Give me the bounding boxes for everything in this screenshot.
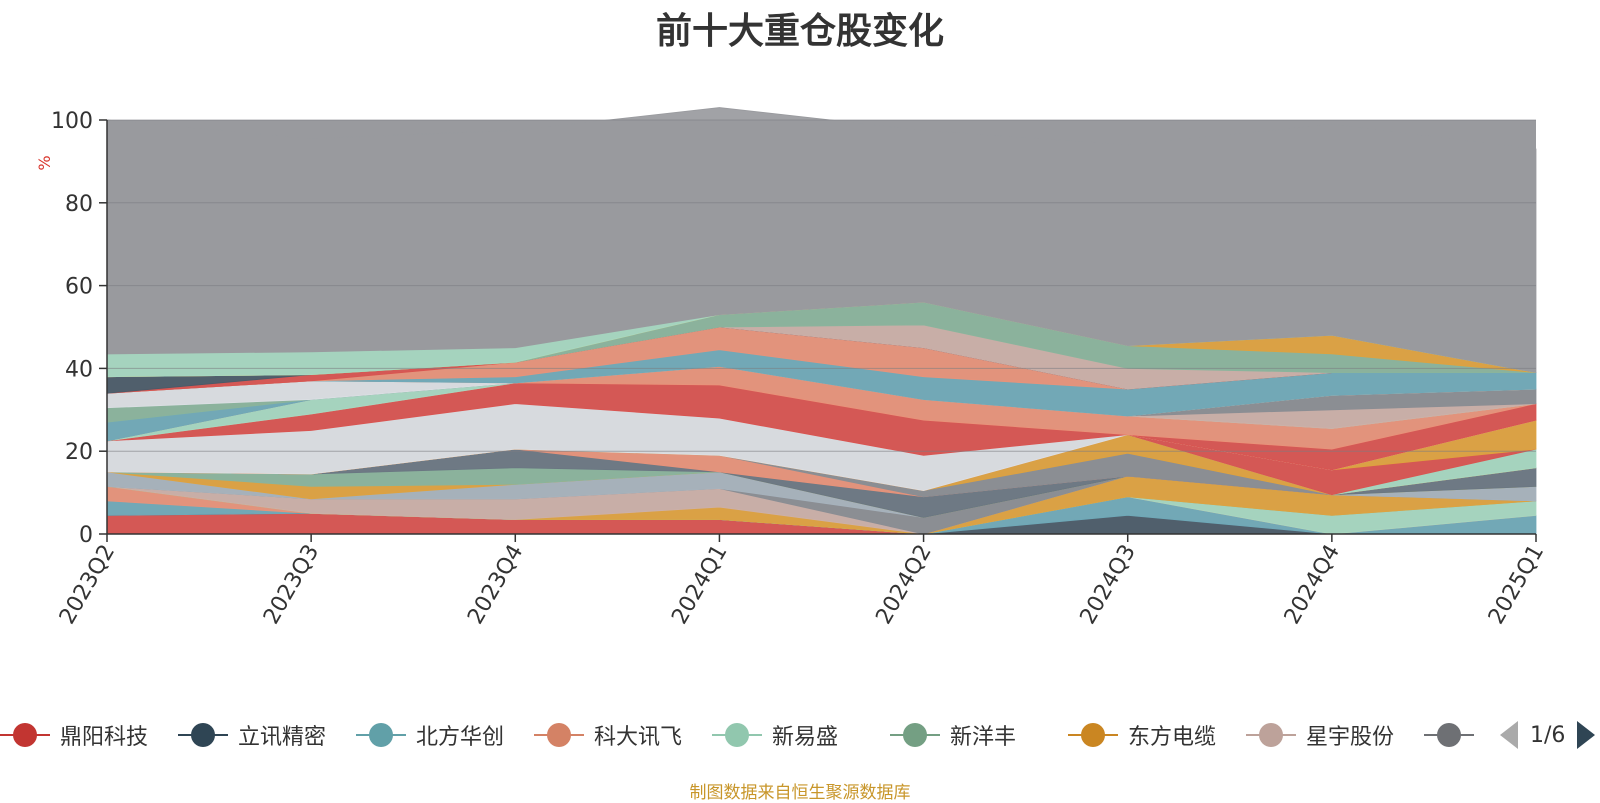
legend-dot-icon (903, 723, 927, 747)
legend-prev-page-icon[interactable] (1500, 721, 1518, 749)
legend-label: 新洋丰 (950, 725, 1017, 750)
legend-marker-icon (178, 723, 228, 747)
legend-label: 星宇股份 (1306, 725, 1395, 750)
legend-item-4[interactable]: 新易盛 (712, 715, 838, 755)
legend-item-3[interactable]: 科大讯飞 (534, 715, 682, 755)
legend-item-1[interactable]: 立讯精密 (178, 715, 326, 755)
legend-label: 东方电缆 (1128, 725, 1217, 750)
y-tick-label-0: 0 (79, 523, 93, 548)
legend-label: 北方华创 (416, 725, 505, 750)
legend-dot-icon (13, 723, 37, 747)
legend-item-0[interactable]: 鼎阳科技 (0, 715, 148, 755)
legend-pager: 1/6 (1500, 715, 1596, 755)
legend-dot-icon (1259, 723, 1283, 747)
chart-title: 前十大重仓股变化 (655, 11, 944, 52)
y-tick-label-4: 80 (65, 192, 93, 217)
legend-item-6[interactable]: 东方电缆 (1068, 715, 1216, 755)
x-tick-label-5: 2024Q3 (1076, 541, 1141, 629)
legend-item-8[interactable]: 华海清科 (1424, 715, 1478, 755)
legend-item-7[interactable]: 星宇股份 (1246, 715, 1394, 755)
legend-item-2[interactable]: 北方华创 (356, 715, 504, 755)
x-tick-label-6: 2024Q4 (1280, 541, 1345, 629)
x-tick-label-0: 2023Q2 (55, 541, 120, 629)
legend-marker-icon (1246, 723, 1296, 747)
x-tick-label-4: 2024Q2 (871, 541, 936, 629)
x-tick-label-7: 2025Q1 (1484, 541, 1549, 629)
legend-page-indicator: 1/6 (1530, 722, 1566, 748)
legend-dot-icon (547, 723, 571, 747)
legend-label: 新易盛 (772, 725, 839, 750)
legend-dot-icon (1081, 723, 1105, 747)
legend-marker-icon (890, 723, 940, 747)
legend-next-page-icon[interactable] (1577, 721, 1596, 749)
x-tick-label-2: 2023Q4 (463, 541, 528, 629)
x-tick-label-1: 2023Q3 (259, 541, 324, 629)
y-tick-label-5: 100 (51, 109, 93, 134)
legend-dot-icon (191, 723, 215, 747)
y-tick-label-3: 60 (65, 275, 93, 300)
source-note: 制图数据来自恒生聚源数据库 (689, 783, 911, 803)
legend-marker-icon (712, 723, 762, 747)
legend: 鼎阳科技 立讯精密 北方华创 科大讯飞 新易盛 新洋丰 东方电缆 星宇股份 华海清科 1/6 (0, 715, 1600, 755)
grid-lines (107, 119, 1536, 452)
legend-label: 鼎阳科技 (60, 725, 149, 750)
legend-marker-icon (1424, 723, 1474, 747)
legend-marker-icon (534, 723, 584, 747)
legend-marker-icon (0, 723, 50, 747)
legend-dot-icon (725, 723, 749, 747)
legend-label: 立讯精密 (238, 725, 327, 750)
legend-item-5[interactable]: 新洋丰 (890, 715, 1016, 755)
y-tick-label-1: 20 (65, 440, 93, 465)
area-series-37 (106, 107, 1537, 374)
legend-dot-icon (369, 723, 393, 747)
legend-items-viewport: 鼎阳科技 立讯精密 北方华创 科大讯飞 新易盛 新洋丰 东方电缆 星宇股份 华海清科 (0, 715, 1478, 755)
y-axis-unit-label: % (35, 155, 54, 170)
legend-dot-icon (1437, 723, 1461, 747)
legend-marker-icon (1068, 723, 1118, 747)
legend-label: 科大讯飞 (594, 725, 683, 750)
legend-marker-icon (356, 723, 406, 747)
y-tick-label-2: 40 (65, 357, 93, 382)
stacked-area-chart: 0 20 40 60 80 100 2023Q2 2023Q3 2023Q4 2024Q1 2024… (35, 107, 1549, 629)
x-tick-label-3: 2024Q1 (667, 541, 732, 629)
area-series-group (106, 107, 1537, 535)
